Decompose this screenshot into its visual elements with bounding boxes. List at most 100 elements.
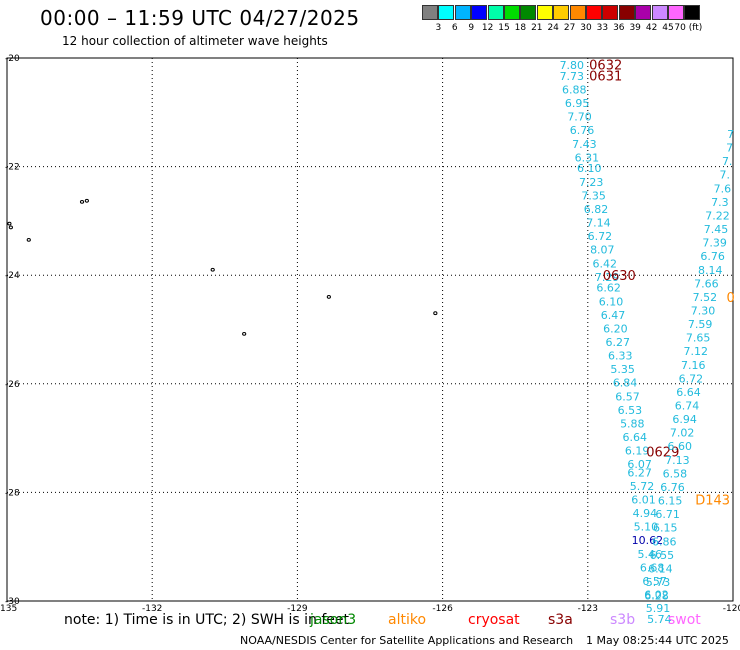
wave-height-value: 6.10 bbox=[599, 295, 624, 308]
map-frame bbox=[6, 57, 734, 602]
wave-height-value: 7.65 bbox=[686, 332, 711, 345]
scale-swatch bbox=[684, 5, 701, 20]
island-marker bbox=[210, 267, 215, 272]
wave-height-value: 10.62 bbox=[632, 534, 664, 547]
scale-swatch bbox=[602, 5, 619, 20]
satellite-legend-s3a: s3a bbox=[548, 612, 573, 628]
longitude-label: -120 bbox=[723, 604, 740, 614]
pass-time-label: 0629 bbox=[646, 446, 679, 461]
wave-height-value: 6.47 bbox=[601, 309, 626, 322]
wave-height-value: 5.74 bbox=[647, 613, 672, 626]
scale-label: 42 bbox=[645, 23, 658, 33]
wave-height-value: 7.80 bbox=[560, 59, 585, 72]
wave-height-value: 6.76 bbox=[700, 250, 725, 263]
wave-height-value: 6.64 bbox=[622, 431, 647, 444]
wave-height-value: 6.94 bbox=[672, 413, 697, 426]
wave-height-value: 5.35 bbox=[610, 363, 635, 376]
latitude-label: -22 bbox=[5, 163, 20, 173]
wave-height-value: 6.71 bbox=[655, 508, 680, 521]
satellite-legend-cryosat: cryosat bbox=[468, 612, 520, 628]
wave-height-value: 8.14 bbox=[698, 264, 723, 277]
scale-swatch bbox=[569, 5, 586, 20]
wave-height-value: 5.72 bbox=[630, 480, 655, 493]
wave-height-value: 7.59 bbox=[688, 318, 713, 331]
scale-swatch bbox=[504, 5, 520, 20]
scale-label: 45 bbox=[662, 23, 674, 33]
latitude-label: -20 bbox=[5, 54, 20, 64]
wave-height-value: 6.42 bbox=[592, 257, 617, 270]
wave-height-value: 7 bbox=[727, 128, 734, 141]
wave-height-value: 7.73 bbox=[560, 70, 585, 83]
longitude-label: -123 bbox=[578, 604, 598, 614]
wave-height-value: 7.70 bbox=[567, 111, 592, 124]
wave-height-value: 6.14 bbox=[648, 562, 673, 575]
pass-time-label: 0632 bbox=[589, 59, 622, 74]
wave-height-value: 7.14 bbox=[586, 217, 611, 230]
scale-swatch bbox=[586, 5, 602, 20]
wave-height-value: 6.07 bbox=[627, 458, 652, 471]
wave-height-value: 7.6 bbox=[714, 182, 732, 195]
wave-height-value: 6.82 bbox=[584, 203, 609, 216]
island-marker bbox=[26, 238, 31, 242]
island-marker bbox=[8, 225, 13, 230]
wave-height-value: 6.60 bbox=[668, 440, 693, 453]
page-title: 00:00 – 11:59 UTC 04/27/2025 bbox=[40, 6, 360, 30]
wave-height-value: 5.91 bbox=[646, 602, 671, 615]
wave-height-value: 6.58 bbox=[663, 467, 688, 480]
pass-time-label: D143 bbox=[695, 493, 730, 508]
island-marker bbox=[242, 331, 247, 336]
scale-label: 36 bbox=[613, 23, 625, 33]
wave-height-value: 5.46 bbox=[638, 548, 663, 561]
scale-label: 12 bbox=[481, 23, 494, 33]
satellite-legend-jason3: jason3 bbox=[310, 612, 357, 628]
wave-height-value: 6.33 bbox=[608, 350, 633, 363]
latitude-label: -28 bbox=[5, 488, 20, 498]
wave-height-value: 5.73 bbox=[646, 576, 671, 589]
scale-label: 6 bbox=[451, 23, 458, 33]
wave-height-value: 6.15 bbox=[653, 522, 678, 535]
satellite-legend-swot: swot bbox=[668, 612, 701, 628]
wave-height-value: 6.55 bbox=[650, 549, 675, 562]
wave-height-value: 4.94 bbox=[633, 507, 658, 520]
wave-height-value: 6.01 bbox=[631, 493, 656, 506]
scale-swatch bbox=[487, 5, 504, 20]
wave-height-value: 7. bbox=[720, 169, 731, 182]
wave-height-value: 6.02 bbox=[644, 588, 669, 601]
scale-swatch bbox=[471, 5, 488, 20]
wave-height-value: 7.66 bbox=[694, 277, 719, 290]
satellite-legend-altiko: altiko bbox=[388, 612, 427, 628]
wave-height-value: 6.86 bbox=[652, 535, 677, 548]
wave-height-value: 7.43 bbox=[572, 138, 597, 151]
scale-swatch bbox=[618, 5, 635, 20]
island-marker bbox=[79, 199, 85, 204]
pass-time-label: 0 bbox=[726, 291, 734, 306]
wave-height-value: 7 bbox=[726, 142, 733, 155]
wave-height-value: 6.68 bbox=[640, 561, 665, 574]
wave-height-value: 7.02 bbox=[670, 427, 695, 440]
latitude-label: -24 bbox=[5, 271, 20, 281]
island-marker bbox=[433, 311, 438, 316]
wave-height-value: 6.27 bbox=[627, 466, 652, 479]
scale-label: 27 bbox=[563, 23, 576, 33]
island-marker bbox=[326, 295, 331, 299]
scale-swatch bbox=[438, 5, 455, 20]
longitude-label: -129 bbox=[287, 604, 308, 614]
wave-height-value: 7.30 bbox=[691, 304, 716, 317]
wave-height-value: 7.52 bbox=[693, 291, 718, 304]
wave-height-value: 7.12 bbox=[683, 345, 708, 358]
scale-label: 18 bbox=[514, 23, 527, 33]
island-marker bbox=[84, 198, 89, 203]
wave-height-value: 6.76 bbox=[570, 124, 595, 137]
wave-height-value: 7.29 bbox=[595, 271, 620, 284]
scale-label: 70 (ft) bbox=[674, 23, 703, 33]
wave-height-value: 7.45 bbox=[704, 223, 729, 236]
wave-height-value: 7.35 bbox=[581, 189, 606, 202]
scale-swatch bbox=[422, 5, 438, 20]
scale-label: 30 bbox=[580, 23, 592, 33]
wave-height-value: 6.76 bbox=[660, 481, 685, 494]
scale-label: 9 bbox=[468, 23, 475, 33]
wave-height-value: 6.57 bbox=[615, 390, 640, 403]
wave-height-value: 6.88 bbox=[562, 83, 587, 96]
longitude-label: -132 bbox=[142, 604, 162, 614]
